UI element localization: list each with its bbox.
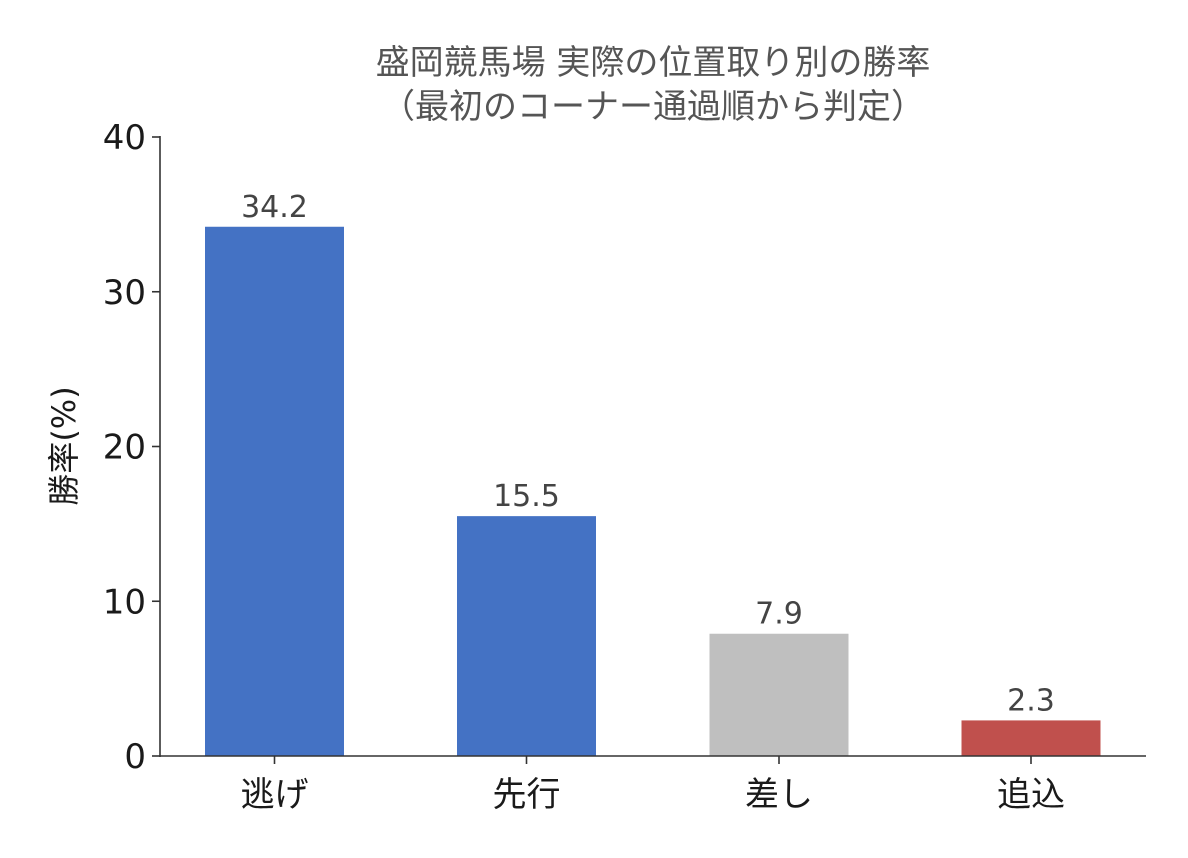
y-tick-label-30: 30 <box>103 273 146 313</box>
bar-4 <box>961 720 1101 756</box>
y-tick-label-20: 20 <box>103 428 146 468</box>
data-labels: 34.2 15.5 7.9 2.3 <box>241 190 1055 719</box>
x-tick-label-3: 差し <box>745 775 813 815</box>
bar-1 <box>205 226 344 756</box>
chart-title: 盛岡競馬場 実際の位置取り別の勝率 （最初のコーナー通過順から判定） <box>376 43 931 127</box>
data-label-4: 2.3 <box>1007 683 1055 718</box>
y-tick-label-10: 10 <box>103 582 146 622</box>
data-label-1: 34.2 <box>241 190 308 225</box>
x-tick-label-4: 追込 <box>997 775 1065 815</box>
x-tick-label-2: 先行 <box>493 775 561 815</box>
y-axis-ticks: 0 10 20 30 40 <box>103 118 160 777</box>
data-label-3: 7.9 <box>755 597 803 632</box>
chart-title-line-2: （最初のコーナー通過順から判定） <box>381 87 925 127</box>
y-tick-label-40: 40 <box>103 118 146 158</box>
bar-3 <box>709 633 849 756</box>
data-label-2: 15.5 <box>493 479 560 514</box>
y-tick-label-0: 0 <box>124 737 146 777</box>
x-tick-label-1: 逃げ <box>241 775 309 815</box>
bar-2 <box>457 516 596 756</box>
x-axis-ticks: 逃げ 先行 差し 追込 <box>241 756 1065 815</box>
y-axis-label: 勝率(%) <box>45 386 83 505</box>
chart-title-line-1: 盛岡競馬場 実際の位置取り別の勝率 <box>376 43 931 83</box>
bars <box>205 226 1101 756</box>
